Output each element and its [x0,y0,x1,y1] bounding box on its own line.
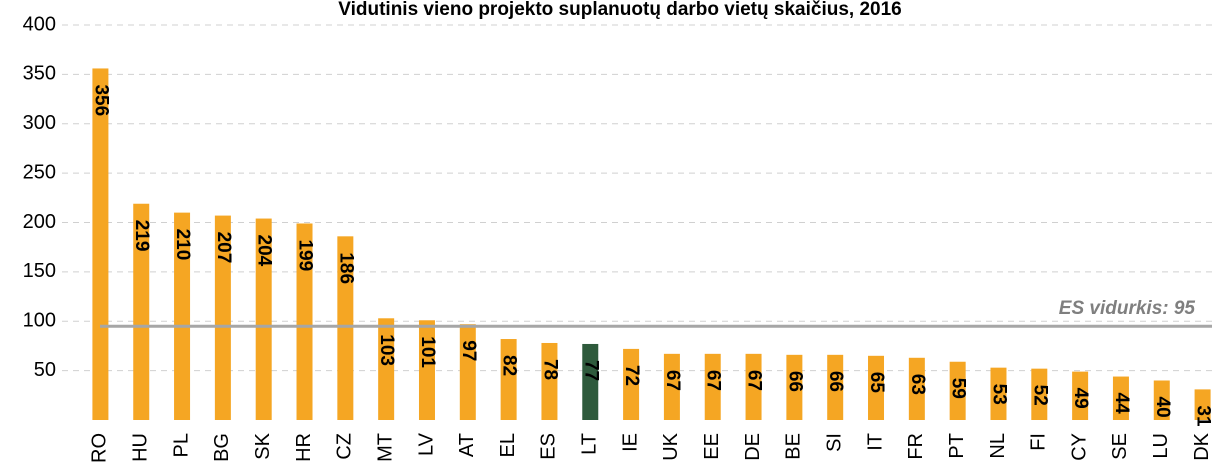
y-tick-label: 250 [23,161,56,183]
data-label: 204 [254,235,275,267]
data-label: 63 [907,374,928,395]
x-tick-label: SE [1109,433,1131,460]
x-tick-label: EE [701,433,723,460]
x-tick-label: LT [579,433,601,455]
bar [1112,376,1129,420]
data-label: 59 [948,378,969,399]
data-label: 66 [825,371,846,392]
bar [378,318,395,420]
y-tick-label: 200 [23,211,56,233]
bar [745,353,762,420]
x-tick-label: PL [170,433,192,457]
data-label: 53 [988,384,1009,405]
data-label: 199 [295,239,316,271]
x-tick-label: EL [497,433,519,457]
reference-label: ES vidurkis: 95 [1059,298,1196,319]
x-tick-label: SI [823,433,845,452]
x-tick-label: ES [538,433,560,460]
data-label: 67 [703,370,724,391]
bar [296,223,313,420]
bar [623,348,640,420]
data-label: 65 [866,372,887,394]
data-label: 52 [1029,385,1050,406]
bar [337,236,354,420]
data-label: 101 [417,336,438,368]
x-tick-label: BE [783,433,805,460]
bar [500,339,517,420]
x-tick-label: LV [415,432,437,456]
bar [1194,389,1211,420]
x-tick-label: RO [89,433,111,463]
y-tick-label: 400 [23,13,56,35]
x-tick-label: LU [1150,433,1172,459]
data-label: 66 [784,371,805,392]
x-tick-label: DK [1191,432,1213,460]
data-label: 356 [90,84,111,116]
bar [949,361,966,420]
bar [582,343,599,420]
bar [174,212,191,420]
x-tick-label: UK [660,432,682,460]
x-tick-label: NL [987,433,1009,459]
bar [133,203,150,420]
data-label: 77 [580,360,601,381]
bar [1153,380,1170,420]
x-tick-label: IT [864,433,886,451]
x-tick-label: CY [1068,433,1090,461]
x-tick-label: CZ [334,433,356,460]
chart-title: Vidutinis vieno projekto suplanuotų darb… [338,0,901,20]
data-label: 31 [1193,405,1214,427]
x-tick-label: FI [1028,433,1050,451]
x-tick-label: PT [946,433,968,459]
data-label: 82 [499,355,520,376]
data-label: 103 [376,334,397,366]
x-tick-label: SK [252,432,274,459]
data-label: 78 [539,359,560,380]
bar [214,215,231,420]
y-tick-label: 50 [34,359,56,381]
bar [92,68,109,420]
data-label: 207 [213,232,234,264]
bar [663,353,680,420]
data-label: 67 [744,370,765,391]
bar [990,367,1007,420]
x-tick-label: IE [619,433,641,452]
data-label: 44 [1111,393,1132,415]
bar [1072,371,1089,420]
bar [868,355,885,420]
y-tick-label: 300 [23,112,56,134]
y-tick-label: 150 [23,260,56,282]
bar [786,354,803,420]
data-label: 97 [458,340,479,361]
data-label: 49 [1070,388,1091,409]
bar [255,218,272,420]
y-tick-label: 350 [23,63,56,85]
bar [908,357,925,420]
x-tick-label: AT [456,433,478,457]
data-label: 67 [662,370,683,391]
y-tick-label: 100 [23,310,56,332]
x-tick-label: HU [130,433,152,462]
x-tick-label: HR [293,433,315,462]
bar [704,353,721,420]
data-label: 40 [1152,397,1173,418]
x-tick-label: MT [374,433,396,462]
bar [827,354,844,420]
bar [541,342,558,420]
data-label: 186 [335,252,356,284]
x-tick-label: DE [742,433,764,461]
x-tick-label: BG [211,433,233,462]
data-label: 210 [172,229,193,261]
data-label: 219 [131,220,152,252]
data-label: 72 [621,365,642,386]
x-tick-label: FR [905,433,927,460]
bar [418,320,435,420]
bar [1031,368,1048,420]
bar [459,324,476,420]
